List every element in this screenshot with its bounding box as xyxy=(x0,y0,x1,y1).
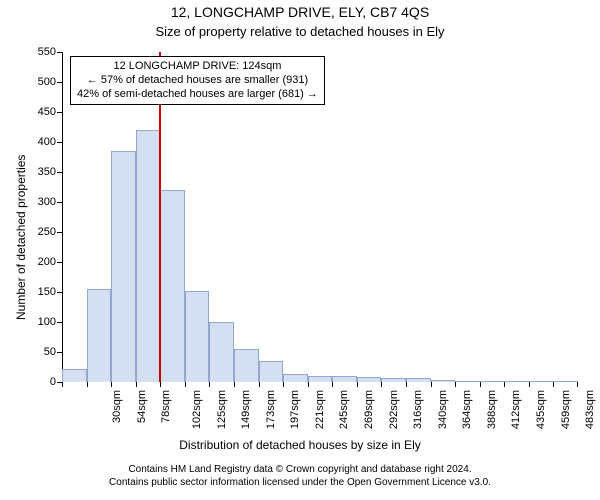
x-tick-mark xyxy=(234,382,235,387)
x-tick-label: 388sqm xyxy=(486,390,498,429)
x-tick-label: 483sqm xyxy=(584,390,596,429)
callout-box: 12 LONGCHAMP DRIVE: 124sqm← 57% of detac… xyxy=(70,56,325,105)
x-tick-label: 269sqm xyxy=(363,390,375,429)
x-tick-label: 292sqm xyxy=(388,390,400,429)
histogram-bar xyxy=(332,376,357,382)
x-tick-label: 459sqm xyxy=(560,390,572,429)
x-tick-label: 340sqm xyxy=(437,390,449,429)
x-tick-mark xyxy=(259,382,260,387)
histogram-bar xyxy=(185,291,210,382)
y-tick-label: 450 xyxy=(38,106,62,118)
x-tick-mark xyxy=(431,382,432,387)
footer-line-1: Contains HM Land Registry data © Crown c… xyxy=(0,464,600,477)
x-tick-label: 30sqm xyxy=(111,390,123,423)
x-axis-label: Distribution of detached houses by size … xyxy=(0,438,600,452)
x-tick-mark xyxy=(553,382,554,387)
x-tick-label: 435sqm xyxy=(535,390,547,429)
histogram-bar xyxy=(480,381,505,382)
histogram-bar xyxy=(504,381,529,382)
callout-line-1: 12 LONGCHAMP DRIVE: 124sqm xyxy=(77,60,318,74)
x-tick-mark xyxy=(406,382,407,387)
x-tick-label: 173sqm xyxy=(265,390,277,429)
callout-line-2: ← 57% of detached houses are smaller (93… xyxy=(77,74,318,88)
x-tick-mark xyxy=(529,382,530,387)
x-tick-label: 102sqm xyxy=(191,390,203,429)
x-tick-mark xyxy=(455,382,456,387)
y-tick-label: 500 xyxy=(38,76,62,88)
y-tick-label: 250 xyxy=(38,226,62,238)
histogram-bar xyxy=(455,381,480,382)
page-title: 12, LONGCHAMP DRIVE, ELY, CB7 4QS xyxy=(0,4,600,20)
y-tick-label: 400 xyxy=(38,136,62,148)
y-tick-label: 50 xyxy=(44,346,62,358)
y-axis-line xyxy=(62,52,63,382)
x-tick-mark xyxy=(111,382,112,387)
page-subtitle: Size of property relative to detached ho… xyxy=(0,24,600,39)
x-tick-mark xyxy=(136,382,137,387)
y-axis-label: Number of detached properties xyxy=(14,155,28,320)
x-tick-label: 54sqm xyxy=(136,390,148,423)
x-tick-mark xyxy=(577,382,578,387)
histogram-bar xyxy=(406,378,431,382)
x-tick-mark xyxy=(160,382,161,387)
footer: Contains HM Land Registry data © Crown c… xyxy=(0,464,600,489)
histogram-bar xyxy=(136,130,161,382)
x-tick-mark xyxy=(283,382,284,387)
x-tick-mark xyxy=(332,382,333,387)
x-tick-label: 149sqm xyxy=(240,390,252,429)
x-tick-mark xyxy=(357,382,358,387)
callout-line-3: 42% of semi-detached houses are larger (… xyxy=(77,88,318,102)
histogram-bar xyxy=(308,376,333,382)
footer-line-2: Contains public sector information licen… xyxy=(0,477,600,490)
histogram-bar xyxy=(87,289,112,382)
y-tick-label: 200 xyxy=(38,256,62,268)
y-tick-label: 350 xyxy=(38,166,62,178)
histogram-bar xyxy=(160,190,185,382)
x-tick-mark xyxy=(62,382,63,387)
x-tick-label: 364sqm xyxy=(461,390,473,429)
y-tick-label: 550 xyxy=(38,46,62,58)
y-tick-label: 100 xyxy=(38,316,62,328)
x-tick-label: 221sqm xyxy=(314,390,326,429)
histogram-bar xyxy=(431,380,456,382)
x-tick-mark xyxy=(504,382,505,387)
x-tick-mark xyxy=(308,382,309,387)
x-tick-label: 316sqm xyxy=(412,390,424,429)
histogram-bar xyxy=(259,361,284,382)
y-tick-label: 0 xyxy=(50,376,62,388)
x-tick-mark xyxy=(381,382,382,387)
y-tick-label: 150 xyxy=(38,286,62,298)
histogram-bar xyxy=(209,322,234,382)
histogram-bar xyxy=(111,151,136,382)
x-tick-label: 245sqm xyxy=(339,390,351,429)
chart-plot-area: 05010015020025030035040045050055030sqm54… xyxy=(62,52,578,382)
histogram-bar xyxy=(529,381,554,382)
x-tick-mark xyxy=(87,382,88,387)
x-tick-label: 197sqm xyxy=(289,390,301,429)
histogram-bar xyxy=(357,377,382,382)
histogram-bar xyxy=(283,374,308,382)
x-tick-label: 125sqm xyxy=(216,390,228,429)
x-tick-mark xyxy=(480,382,481,387)
x-tick-label: 78sqm xyxy=(160,390,172,423)
histogram-bar xyxy=(62,369,87,382)
y-tick-label: 300 xyxy=(38,196,62,208)
histogram-bar xyxy=(553,381,578,382)
histogram-bar xyxy=(234,349,259,382)
x-tick-mark xyxy=(185,382,186,387)
histogram-bar xyxy=(381,378,406,382)
x-tick-mark xyxy=(209,382,210,387)
x-tick-label: 412sqm xyxy=(511,390,523,429)
